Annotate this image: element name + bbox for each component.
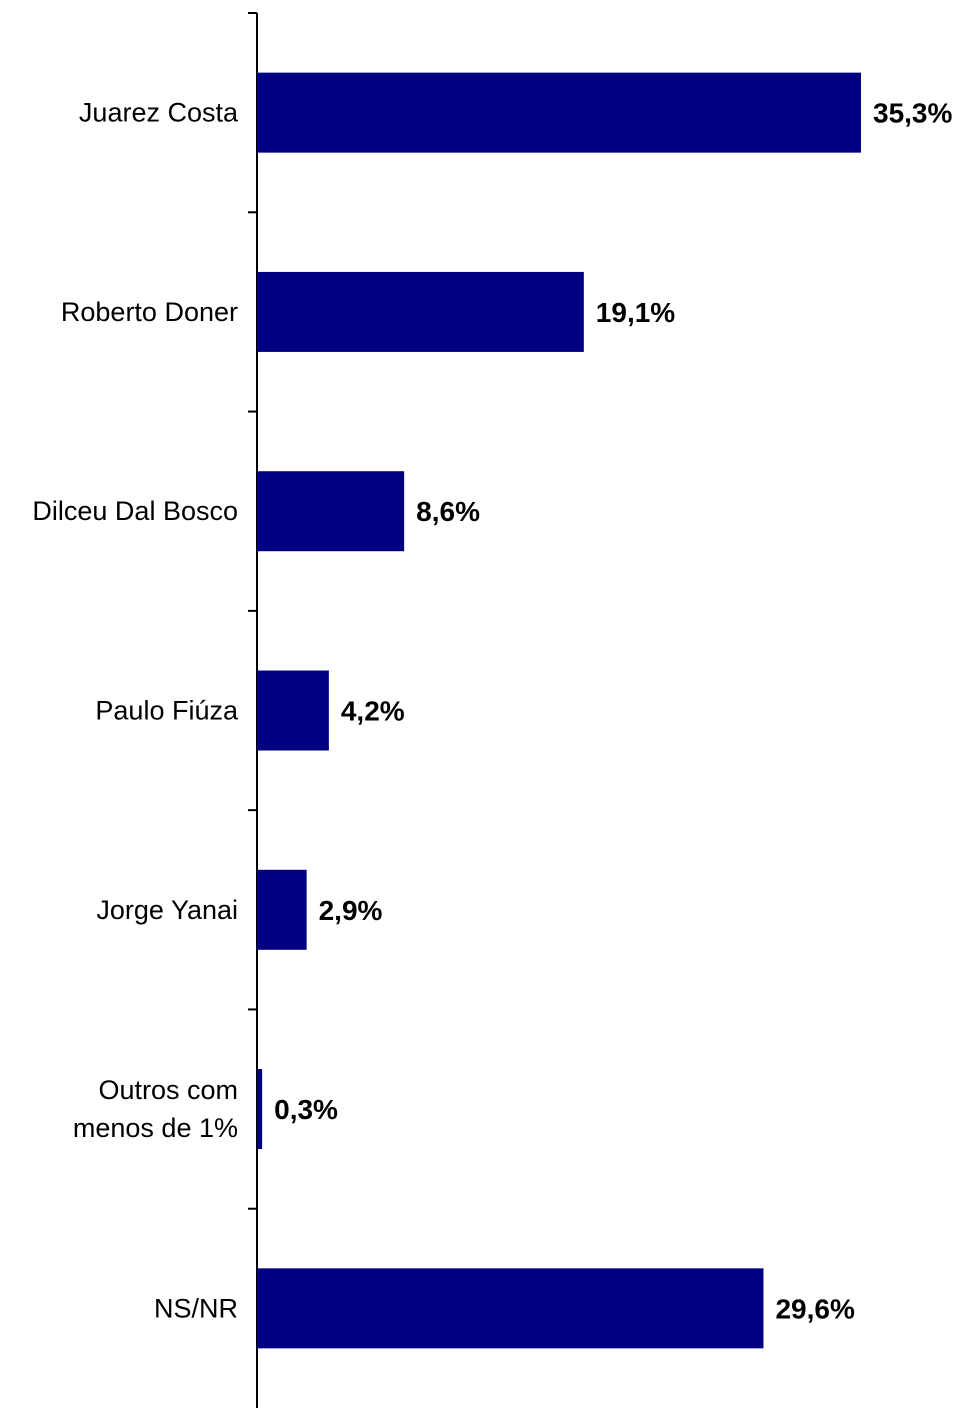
category-label-line: Outros com [98, 1075, 238, 1105]
value-label: 35,3% [873, 98, 952, 129]
bar [257, 271, 584, 352]
value-label: 0,3% [274, 1094, 338, 1125]
value-label: 29,6% [775, 1293, 854, 1324]
bar [257, 869, 307, 950]
category-label: Roberto Doner [61, 297, 238, 327]
bar [257, 1069, 263, 1150]
category-label-line: Jorge Yanai [96, 895, 238, 925]
bar [257, 1268, 764, 1349]
value-label: 19,1% [596, 297, 675, 328]
category-labels: Juarez Costa Roberto Doner Dilceu Dal Bosc… [32, 98, 239, 1324]
category-label: Jorge Yanai [96, 895, 238, 925]
category-label: Juarez Costa [79, 98, 239, 128]
category-label: Paulo Fiúza [95, 696, 239, 726]
value-label: 8,6% [416, 496, 480, 527]
bars [257, 72, 861, 1349]
category-label-line: menos de 1% [73, 1113, 238, 1143]
bar [257, 471, 405, 552]
value-label: 2,9% [319, 895, 383, 926]
value-labels: 35,3% 19,1% 8,6% 4,2% 2,9% 0,3% 29,6% [274, 98, 952, 1325]
category-label: NS/NR [154, 1293, 238, 1323]
category-label-line: NS/NR [154, 1293, 238, 1323]
value-label: 4,2% [341, 696, 405, 727]
category-label-line: Roberto Doner [61, 297, 238, 327]
bar [257, 72, 861, 153]
y-axis-ticks [248, 12, 257, 1210]
category-label-line: Dilceu Dal Bosco [32, 496, 238, 526]
category-label-line: Juarez Costa [79, 98, 239, 128]
category-label: Dilceu Dal Bosco [32, 496, 238, 526]
category-label-line: Paulo Fiúza [95, 696, 239, 726]
category-label: Outros com menos de 1% [73, 1075, 238, 1143]
bar [257, 670, 329, 751]
